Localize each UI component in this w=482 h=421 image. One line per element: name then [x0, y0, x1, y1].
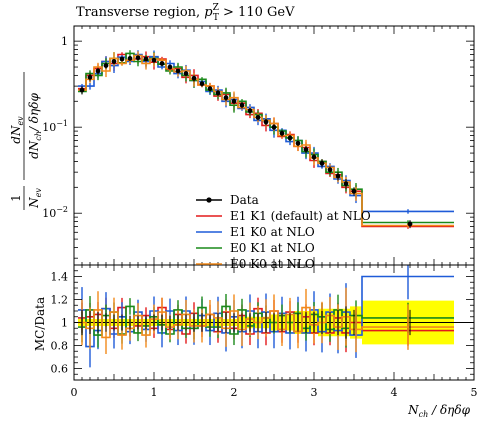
- legend-label-0: Data: [230, 193, 259, 207]
- series-line-1: [78, 53, 454, 213]
- data-point-1: [87, 74, 93, 80]
- ratio-data-errors: [81, 306, 411, 339]
- title-sup: Z: [213, 3, 219, 13]
- data-point-25: [279, 130, 285, 136]
- x-axis-label: Nch / δηδφ: [407, 403, 470, 419]
- data-point-18: [223, 95, 229, 101]
- ratio-ytick-label-4: 1.4: [51, 271, 69, 284]
- data-point-24: [271, 124, 277, 130]
- data-point-0: [79, 87, 85, 93]
- series-3: [78, 51, 454, 228]
- ratio-ytick-label-0: 0.6: [51, 363, 69, 376]
- data-point-22: [255, 114, 261, 120]
- data-point-29: [311, 154, 317, 160]
- ratio-panel: 0.6 0.8 1 1.2 1.4 0 1 2 3 4 5: [51, 264, 478, 399]
- data-point-32: [335, 173, 341, 179]
- series-line-3: [78, 54, 454, 227]
- data-point-31: [327, 167, 333, 173]
- ylabel-den-a: Nev: [27, 188, 43, 209]
- ratio-ytick-label-2: 1: [61, 317, 68, 330]
- legend-marker-0: [206, 197, 212, 203]
- data-point-4: [111, 59, 117, 64]
- data-point-14: [191, 75, 197, 81]
- series-0: [78, 51, 454, 229]
- series-2: [78, 50, 454, 225]
- ratio-ytick-label-3: 1.2: [51, 294, 69, 307]
- main-ytick-label-2: 1: [61, 35, 68, 48]
- data-point-34: [351, 188, 357, 194]
- xtick-label-2: 2: [231, 386, 238, 399]
- legend-label-3: E0 K1 at NLO: [230, 241, 315, 255]
- main-plot-area: [78, 50, 454, 229]
- data-point-35: [407, 221, 413, 227]
- title-var: p: [204, 5, 213, 20]
- legend-entry-4: E0 K0 at NLO: [196, 257, 315, 271]
- series-line-2: [78, 52, 454, 224]
- ylabel-num: dNev: [9, 116, 25, 144]
- data-point-12: [175, 68, 181, 74]
- data-point-21: [247, 108, 253, 114]
- data-point-11: [167, 64, 173, 70]
- data-point-19: [231, 98, 237, 104]
- ylabel-den-b: dNch/ δηδφ: [27, 93, 43, 159]
- data-point-6: [127, 56, 133, 61]
- ratio-y-axis-label: MC/Data: [33, 297, 47, 351]
- chart-title: Transverse region, pZ T > 110 GeV: [76, 3, 295, 23]
- xtick-label-5: 5: [471, 386, 478, 399]
- legend-label-2: E1 K0 at NLO: [230, 225, 315, 239]
- data-point-8: [143, 56, 149, 62]
- series-line-0: [78, 53, 454, 228]
- data-point-17: [215, 90, 221, 96]
- series-1: [78, 50, 454, 214]
- legend-label-4: E0 K0 at NLO: [230, 257, 315, 271]
- data-point-3: [103, 63, 109, 68]
- ylabel-frac-one: 1: [9, 194, 23, 202]
- legend: Data E1 K1 (default) at NLO E1 K0 at NLO E0…: [196, 193, 371, 271]
- data-point-16: [207, 86, 213, 92]
- data-point-20: [239, 102, 245, 108]
- data-point-7: [135, 55, 141, 61]
- xtick-label-0: 0: [71, 386, 78, 399]
- legend-entry-1: E1 K1 (default) at NLO: [196, 209, 371, 223]
- data-point-9: [151, 57, 157, 63]
- data-point-30: [319, 160, 325, 166]
- data-point-28: [303, 147, 309, 152]
- data-point-23: [263, 119, 269, 125]
- data-point-10: [159, 61, 165, 66]
- ratio-series-line-3: [78, 306, 454, 339]
- main-ytick-label-1: 10−1: [42, 119, 68, 134]
- legend-label-1: E1 K1 (default) at NLO: [230, 209, 371, 223]
- title-sub: T: [213, 13, 219, 23]
- legend-entry-3: E0 K1 at NLO: [196, 241, 315, 255]
- legend-entry-0: Data: [196, 193, 259, 207]
- data-point-5: [119, 56, 125, 62]
- data-point-27: [295, 140, 301, 146]
- data-point-2: [95, 68, 101, 74]
- ratio-ytick-label-1: 0.8: [51, 340, 69, 353]
- ratio-plot-area: [74, 265, 474, 368]
- data-point-26: [287, 135, 293, 141]
- data-points: [79, 55, 413, 229]
- data-point-15: [199, 81, 205, 87]
- legend-entry-2: E1 K0 at NLO: [196, 225, 315, 239]
- main-panel: 10−2 10−1 1: [42, 25, 475, 266]
- data-point-13: [183, 71, 189, 76]
- xtick-label-4: 4: [391, 386, 398, 399]
- title-prefix: Transverse region,: [76, 5, 204, 20]
- title-suffix: > 110 GeV: [219, 5, 295, 20]
- data-point-33: [343, 181, 349, 187]
- main-ytick-label-0: 10−2: [42, 205, 68, 220]
- xtick-label-1: 1: [151, 386, 158, 399]
- xtick-label-3: 3: [311, 386, 318, 399]
- main-y-axis-label: 1 Nev dNev dNch/ δηδφ: [9, 72, 43, 210]
